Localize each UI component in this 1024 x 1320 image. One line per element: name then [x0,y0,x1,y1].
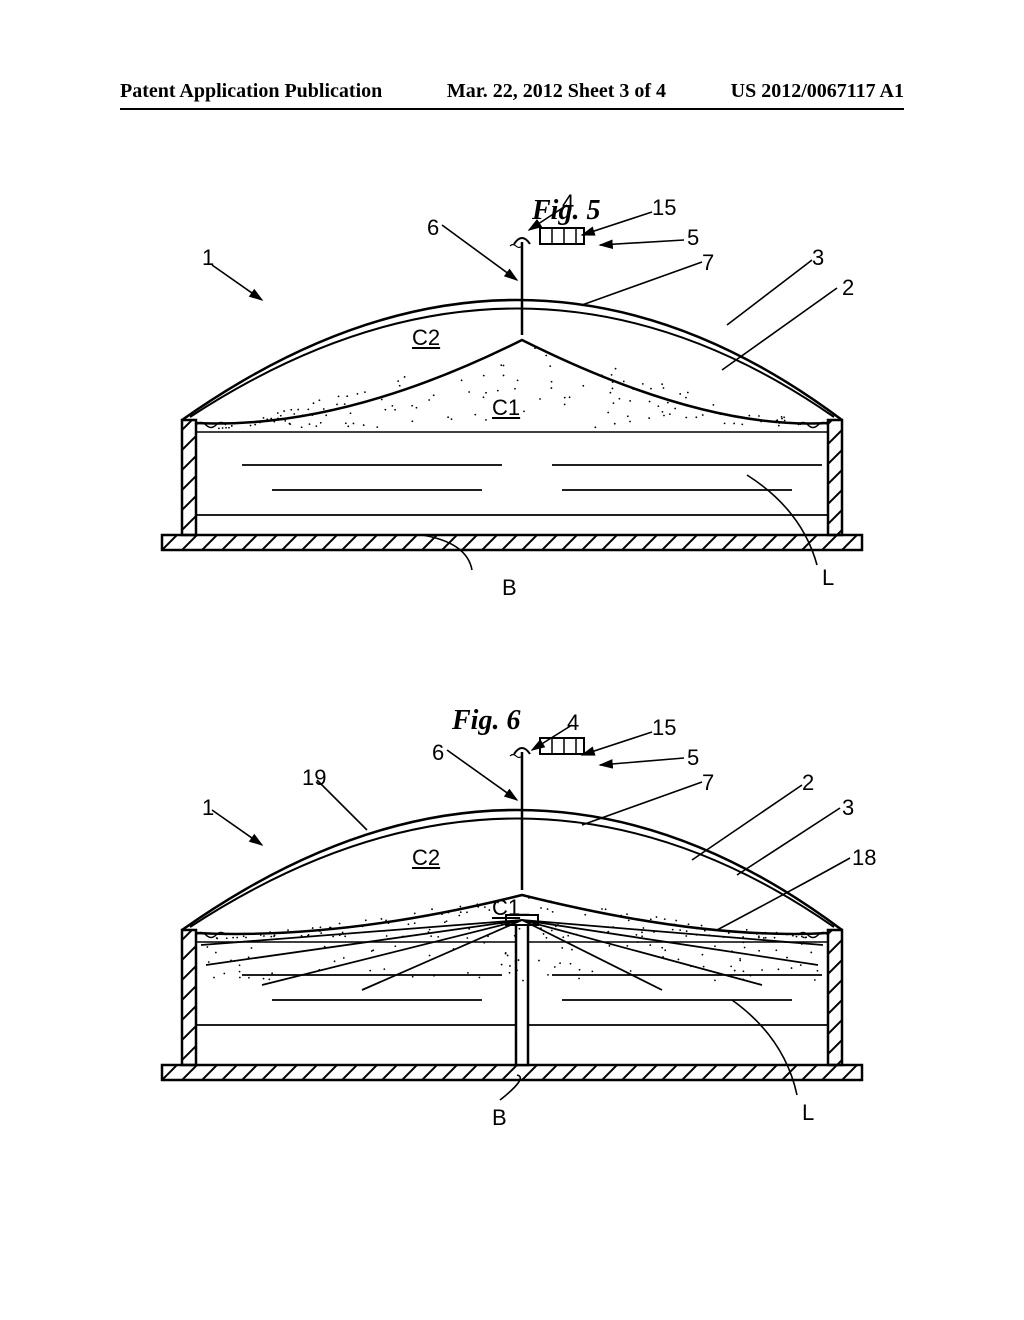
ref-label-5: 5 [687,225,699,251]
figure-title: Fig. 6 [452,705,520,737]
header-center: Mar. 22, 2012 Sheet 3 of 4 [447,80,666,103]
ref-label-1: 1 [202,795,214,821]
header-right: US 2012/0067117 A1 [731,80,904,103]
ref-label-c1: C1 [492,395,520,421]
ref-label-2: 2 [842,275,854,301]
ref-label-l: L [822,565,834,591]
ref-label-7: 7 [702,250,714,276]
ref-label-19: 19 [302,765,326,791]
ref-label-l: L [802,1100,814,1126]
ref-label-c2: C2 [412,845,440,871]
ref-label-c2: C2 [412,325,440,351]
ref-label-4: 4 [567,710,579,736]
figure-6: Fig. 61196415572318C2C1BL [122,680,902,1120]
ref-label-4: 4 [562,190,574,216]
figure-svg [122,170,902,590]
ref-label-6: 6 [427,215,439,241]
figure-5: Fig. 5164155732C2C1BL [122,170,902,590]
ref-label-15: 15 [652,195,676,221]
ref-label-6: 6 [432,740,444,766]
ref-label-5: 5 [687,745,699,771]
ref-label-3: 3 [812,245,824,271]
ref-label-15: 15 [652,715,676,741]
ref-label-3: 3 [842,795,854,821]
ref-label-1: 1 [202,245,214,271]
header-left: Patent Application Publication [120,80,382,103]
header-rule [120,108,904,110]
ref-label-b: B [502,575,517,601]
ref-label-b: B [492,1105,507,1131]
ref-label-18: 18 [852,845,876,871]
ref-label-c1: C1 [492,895,520,921]
ref-label-7: 7 [702,770,714,796]
ref-label-2: 2 [802,770,814,796]
